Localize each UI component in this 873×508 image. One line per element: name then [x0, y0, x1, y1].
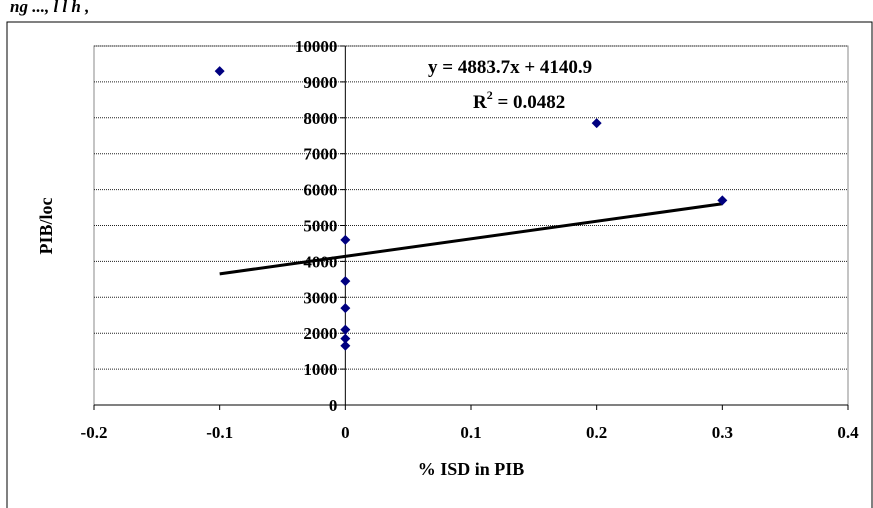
- y-tick-label: 6000: [303, 181, 337, 200]
- x-tick-label: 0.1: [460, 423, 481, 442]
- r-squared-value: = 0.0482: [493, 92, 566, 113]
- x-tick-label: 0.4: [837, 423, 859, 442]
- y-tick-label: 9000: [303, 73, 337, 92]
- caption-fragment: ng ..., l l h ,: [10, 0, 89, 16]
- r-squared-exponent: 2: [487, 88, 493, 102]
- x-axis-title: % ISD in PIB: [418, 459, 525, 479]
- x-tick-label: 0.3: [712, 423, 733, 442]
- data-point: [340, 333, 351, 344]
- trendline-group: [219, 202, 723, 276]
- data-points: [214, 66, 728, 351]
- y-tick-label: 2000: [303, 324, 337, 343]
- data-point: [340, 324, 351, 335]
- x-tick-label: -0.2: [81, 423, 108, 442]
- y-tick-label: 5000: [303, 217, 337, 236]
- chart-area-border: [6, 21, 873, 508]
- trendline-equation: y = 4883.7x + 4140.9: [428, 57, 592, 78]
- y-tick-labels: 0100020003000400050006000700080009000100…: [295, 37, 338, 415]
- y-tick-label: 0: [329, 396, 338, 415]
- y-axis-title: PIB/loc: [36, 197, 56, 254]
- y-tick-label: 1000: [303, 360, 337, 379]
- y-tick-label: 10000: [295, 37, 338, 56]
- data-point: [214, 66, 225, 77]
- x-tick-label: 0.2: [586, 423, 607, 442]
- trendline: [219, 202, 723, 276]
- data-point: [340, 340, 351, 351]
- r-squared-prefix: R: [473, 92, 487, 113]
- data-point: [340, 303, 351, 314]
- r-squared-label: R2 = 0.0482: [473, 88, 565, 113]
- x-tick-labels: -0.2 -0.1 0 0.1 0.2 0.3 0.4: [81, 423, 860, 442]
- data-point: [717, 195, 728, 206]
- y-tick-label: 3000: [303, 288, 337, 307]
- x-tick-label: -0.1: [206, 423, 233, 442]
- x-tick-label: 0: [341, 423, 350, 442]
- y-tick-label: 8000: [303, 109, 337, 128]
- data-point: [340, 234, 351, 245]
- y-tick-label: 7000: [303, 145, 337, 164]
- data-point: [591, 118, 602, 129]
- data-point: [340, 276, 351, 287]
